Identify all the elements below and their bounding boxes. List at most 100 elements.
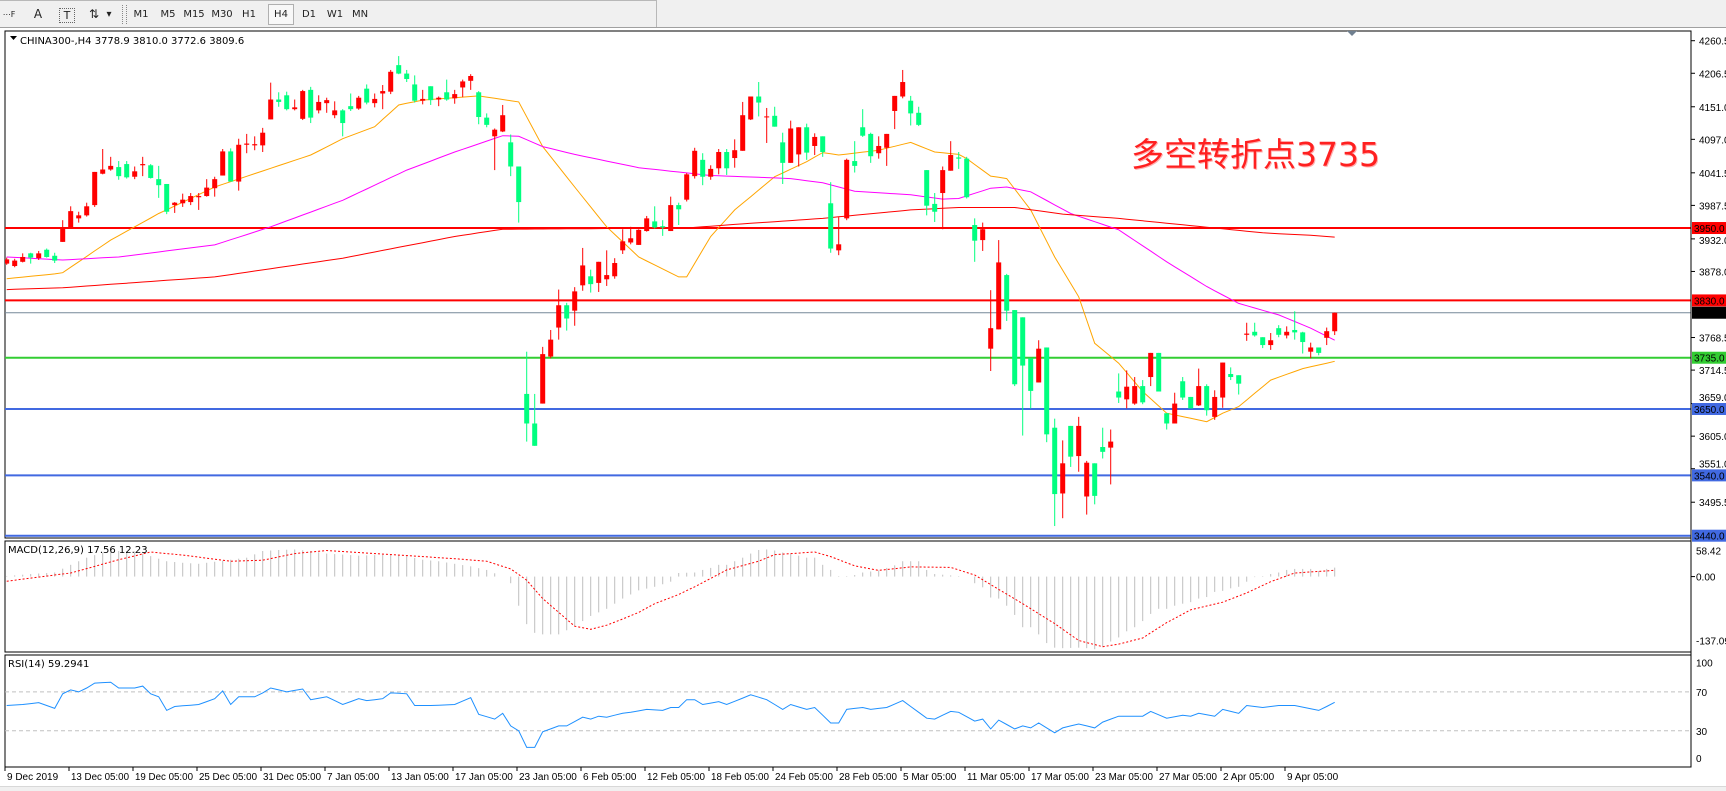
candle-body xyxy=(740,115,746,151)
timeframe-d1-button[interactable]: D1 xyxy=(301,9,317,20)
candle-body xyxy=(268,99,274,120)
candle-body xyxy=(548,339,554,357)
candle-body xyxy=(1276,328,1282,335)
candle xyxy=(156,165,162,198)
period-separator-icon[interactable]: ⋯F xyxy=(2,10,16,19)
candle xyxy=(884,133,890,166)
moving-average-line-ma_fast xyxy=(6,95,1335,423)
candle xyxy=(788,120,794,163)
candle-body xyxy=(28,253,34,258)
candle-body xyxy=(1300,332,1306,343)
candle xyxy=(364,84,370,105)
candle-body xyxy=(1012,310,1018,385)
candle-body xyxy=(1260,337,1266,346)
price-label-box xyxy=(1692,403,1726,416)
rsi-line xyxy=(6,681,1335,748)
time-tick-label: 11 Mar 05:00 xyxy=(967,772,1025,783)
text-icon[interactable]: A xyxy=(33,7,43,21)
candle xyxy=(684,173,690,202)
candle-body xyxy=(1148,352,1154,378)
timeframe-m1-button[interactable]: M1 xyxy=(133,9,149,20)
candle xyxy=(716,148,722,175)
candle-body xyxy=(940,170,946,194)
timeframe-m30-button[interactable]: M30 xyxy=(211,9,233,20)
candle-body xyxy=(1332,312,1338,332)
toolbar-grip[interactable] xyxy=(122,5,127,24)
candle xyxy=(1004,273,1010,321)
chart-shift-marker-icon[interactable] xyxy=(1347,31,1357,36)
timeframe-h1-button[interactable]: H1 xyxy=(242,9,256,20)
candle-body xyxy=(204,187,210,197)
candle xyxy=(1036,340,1042,383)
candle xyxy=(396,56,402,75)
macd-tick-label: -137.09 xyxy=(1696,637,1726,648)
candle xyxy=(508,134,514,177)
candle xyxy=(380,85,386,110)
candle xyxy=(932,193,938,222)
candle xyxy=(492,128,498,171)
candle xyxy=(748,96,754,121)
candle xyxy=(1220,362,1226,408)
candle xyxy=(404,69,410,83)
price-label-resistance: 3830.0 xyxy=(1694,296,1725,307)
candle-body xyxy=(348,106,354,110)
macd-signal-line xyxy=(6,549,1335,648)
candle xyxy=(164,183,170,215)
price-tick-label: 3714.5 xyxy=(1699,366,1726,377)
chart-menu-triangle-icon[interactable] xyxy=(10,36,17,40)
price-label-box xyxy=(1692,222,1726,235)
candle xyxy=(612,258,618,279)
rsi-tick-label: 100 xyxy=(1696,659,1713,670)
candle-body xyxy=(716,152,722,169)
rsi-tick-label: 70 xyxy=(1696,688,1708,699)
timeframe-w1-button[interactable]: W1 xyxy=(326,9,344,20)
candle-body xyxy=(1316,347,1322,353)
dropdown-icon[interactable]: ▾ xyxy=(106,9,112,20)
candle xyxy=(732,139,738,168)
candle-body xyxy=(324,100,330,104)
candle-body xyxy=(1268,340,1274,346)
text-label-icon[interactable]: T xyxy=(59,8,75,23)
candle xyxy=(876,136,882,159)
time-tick-label: 13 Dec 05:00 xyxy=(71,772,129,783)
timeframe-m5-button[interactable]: M5 xyxy=(160,9,176,20)
candle xyxy=(1324,327,1330,346)
candle-body xyxy=(68,211,74,228)
candle xyxy=(1052,418,1058,527)
candle-body xyxy=(260,132,266,146)
candle xyxy=(28,252,34,264)
candle-body xyxy=(460,81,466,88)
timeframe-h4-button[interactable]: H4 xyxy=(268,4,294,25)
candle-body xyxy=(652,221,658,228)
candle xyxy=(140,156,146,177)
candle xyxy=(996,240,1002,330)
horizontal-levels xyxy=(5,227,1691,537)
timeframe-mn-button[interactable]: MN xyxy=(351,9,369,20)
candle-body xyxy=(292,107,298,110)
toolbar-panel: ⋯F A T ⇅ ▾ M1 M5 M15 M30 H1 H4 D1 W1 MN xyxy=(0,0,657,27)
candle-body xyxy=(756,96,762,103)
candle-body xyxy=(468,75,474,81)
candle-body xyxy=(660,226,666,228)
candle-body xyxy=(140,164,146,166)
candle xyxy=(556,289,562,340)
candle-body xyxy=(540,354,546,404)
candle xyxy=(60,220,66,242)
candle-body xyxy=(100,169,106,174)
candle-body xyxy=(1092,463,1098,496)
axes: 4260.5 4206.5 4151.0 4097.0 4041.5 3987.5 3932… xyxy=(4,31,1726,783)
candle xyxy=(700,153,706,186)
candle xyxy=(636,229,642,245)
candle-body xyxy=(180,199,186,204)
candle xyxy=(820,136,826,157)
rsi-label: RSI(14) 59.2941 xyxy=(8,659,89,670)
candle-body xyxy=(844,159,850,219)
candle xyxy=(860,109,866,137)
candle-body xyxy=(1188,396,1194,409)
arrows-icon[interactable]: ⇅ xyxy=(88,7,100,21)
candle-body xyxy=(932,203,938,212)
timeframe-m15-button[interactable]: M15 xyxy=(183,9,205,20)
candle xyxy=(908,95,914,126)
candle-body xyxy=(164,183,170,212)
